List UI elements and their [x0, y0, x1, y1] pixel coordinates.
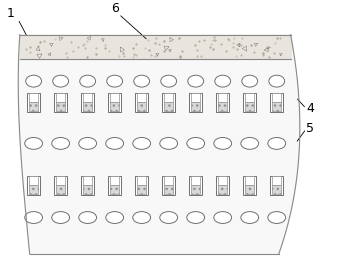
Bar	[27, 176, 40, 195]
Text: 6: 6	[111, 2, 119, 15]
Bar	[272, 93, 281, 102]
Ellipse shape	[241, 212, 259, 223]
Bar	[56, 102, 65, 111]
Bar	[164, 176, 173, 185]
Ellipse shape	[269, 75, 285, 87]
Bar	[245, 185, 254, 194]
Bar	[137, 176, 146, 185]
Bar	[108, 176, 121, 195]
Ellipse shape	[160, 212, 177, 223]
Bar	[110, 93, 119, 102]
Bar	[137, 102, 146, 111]
Bar	[162, 93, 175, 112]
Bar	[164, 93, 173, 102]
Ellipse shape	[160, 138, 177, 149]
Ellipse shape	[79, 212, 96, 223]
Ellipse shape	[133, 212, 150, 223]
Bar	[272, 102, 281, 111]
Bar	[56, 176, 65, 185]
Bar	[189, 93, 202, 112]
Bar	[216, 93, 229, 112]
Bar	[270, 176, 283, 195]
Bar	[83, 102, 92, 111]
Bar	[27, 93, 40, 112]
Bar	[83, 185, 92, 194]
Ellipse shape	[215, 75, 231, 87]
Bar	[29, 176, 38, 185]
Bar	[245, 93, 254, 102]
Bar	[110, 102, 119, 111]
Ellipse shape	[25, 138, 42, 149]
Bar	[216, 176, 229, 195]
Bar	[56, 93, 65, 102]
Bar	[29, 185, 38, 194]
Ellipse shape	[25, 212, 42, 223]
Bar	[110, 185, 119, 194]
Polygon shape	[18, 35, 300, 254]
Ellipse shape	[242, 75, 258, 87]
Ellipse shape	[106, 212, 123, 223]
Bar	[81, 93, 94, 112]
Bar	[162, 176, 175, 195]
Bar	[270, 93, 283, 112]
Text: 5: 5	[306, 122, 314, 135]
Bar	[29, 93, 38, 102]
Ellipse shape	[161, 75, 176, 87]
Ellipse shape	[52, 138, 69, 149]
Ellipse shape	[187, 212, 205, 223]
Bar	[81, 176, 94, 195]
Ellipse shape	[187, 138, 205, 149]
Ellipse shape	[241, 138, 259, 149]
Bar	[56, 185, 65, 194]
Bar	[135, 93, 148, 112]
Bar	[54, 176, 67, 195]
Ellipse shape	[52, 212, 69, 223]
Ellipse shape	[79, 138, 96, 149]
Bar	[218, 185, 227, 194]
Ellipse shape	[133, 138, 150, 149]
Ellipse shape	[26, 75, 41, 87]
Bar	[164, 102, 173, 111]
Bar	[110, 176, 119, 185]
Bar	[108, 93, 121, 112]
Bar	[245, 102, 254, 111]
Text: 1: 1	[7, 7, 15, 20]
Bar	[189, 176, 202, 195]
Bar	[191, 93, 200, 102]
Bar	[272, 185, 281, 194]
Ellipse shape	[134, 75, 149, 87]
Ellipse shape	[106, 138, 123, 149]
Bar	[135, 176, 148, 195]
Bar	[137, 185, 146, 194]
Bar	[83, 93, 92, 102]
Ellipse shape	[268, 138, 286, 149]
Bar	[191, 185, 200, 194]
Bar	[272, 176, 281, 185]
Bar	[83, 176, 92, 185]
Bar	[243, 93, 256, 112]
Polygon shape	[20, 35, 291, 59]
Ellipse shape	[214, 138, 232, 149]
Bar	[245, 176, 254, 185]
Bar	[243, 176, 256, 195]
Text: 4: 4	[306, 102, 314, 115]
Ellipse shape	[107, 75, 122, 87]
Bar	[191, 102, 200, 111]
Bar	[137, 93, 146, 102]
Ellipse shape	[268, 212, 286, 223]
Bar	[29, 102, 38, 111]
Bar	[218, 102, 227, 111]
Bar	[164, 185, 173, 194]
Ellipse shape	[188, 75, 203, 87]
Bar	[218, 176, 227, 185]
Ellipse shape	[80, 75, 95, 87]
Ellipse shape	[53, 75, 68, 87]
Ellipse shape	[214, 212, 232, 223]
Bar	[54, 93, 67, 112]
Bar	[191, 176, 200, 185]
Bar	[218, 93, 227, 102]
